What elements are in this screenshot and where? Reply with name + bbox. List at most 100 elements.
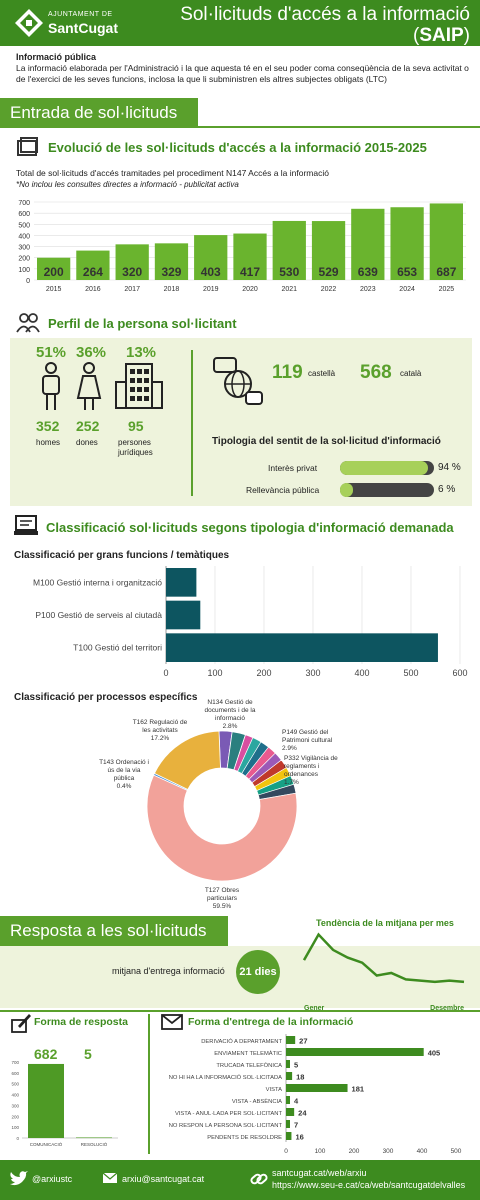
pie-label: reglaments i	[284, 763, 319, 770]
bottom-divider	[148, 1014, 150, 1154]
avg-label: mitjana d'entrega informació	[112, 966, 225, 976]
functions-bar-chart: 0 100 200 300 400 500 600 M100 Gestió interna i…	[33, 566, 468, 678]
pie-label: les activitats	[142, 727, 178, 734]
delivery-xtick: 400	[417, 1148, 428, 1155]
delivery-bar	[286, 1132, 292, 1140]
envelope-icon	[161, 1014, 183, 1030]
delivery-category-label: PENDENTS DE RESOLDRE	[207, 1135, 282, 1141]
delivery-xtick: 300	[383, 1148, 394, 1155]
form-ytick: 400	[11, 1093, 19, 1098]
evo-data-label: 687	[436, 265, 456, 279]
delivery-category-label: DERIVACIÓ A DEPARTAMENT	[201, 1038, 282, 1045]
delivery-bar	[286, 1072, 293, 1080]
delivery-data-label: 4	[294, 1097, 299, 1106]
pie-label: particulars	[207, 895, 238, 902]
pie-label: P332 Vigilància de	[284, 755, 338, 762]
mail-icon	[102, 1172, 118, 1183]
evo-bar	[76, 250, 110, 280]
func-category-label: P100 Gestió de serveis al ciutadà	[35, 610, 162, 620]
delivery-xtick: 500	[451, 1148, 462, 1155]
evo-xtick: 2020	[242, 286, 258, 293]
pie-value-label: 1.7%	[284, 779, 299, 786]
func-xtick: 0	[163, 668, 168, 678]
logo-icon	[15, 9, 43, 37]
section-band-entrada: Entrada de sol·licituds	[0, 98, 198, 128]
evo-ytick: 600	[18, 211, 30, 218]
delivery-xtick: 0	[284, 1148, 288, 1155]
lang-es-label: castellà	[308, 369, 336, 378]
evo-data-label: 264	[83, 265, 103, 279]
delivery-data-label: 24	[298, 1109, 307, 1118]
folder-icon	[17, 137, 38, 156]
delivery-category-label: VISTA - ABSÈNCIA	[232, 1098, 282, 1105]
count-men: 352	[36, 418, 60, 434]
pie-label: N134 Gestió de	[207, 699, 253, 706]
form-ytick: 100	[11, 1125, 19, 1130]
class-sub1: Classificació per grans funcions / temàt…	[14, 550, 230, 561]
label-men: homes	[36, 438, 61, 447]
evo-ytick: 0	[26, 278, 30, 285]
twitter-icon[interactable]	[8, 1170, 28, 1188]
delivery-title: Forma d'entrega de la informació	[188, 1016, 354, 1028]
delivery-bar	[286, 1036, 296, 1044]
evo-xtick: 2015	[46, 286, 62, 293]
func-bar	[166, 633, 438, 662]
language-globe-icon	[213, 357, 263, 405]
evo-xtick: 2017	[124, 286, 140, 293]
evo-bar	[37, 257, 71, 280]
evo-ytick: 500	[18, 222, 30, 229]
sense-value-1: 6 %	[438, 484, 456, 495]
func-xtick: 400	[354, 668, 369, 678]
form-ytick: 500	[11, 1082, 19, 1087]
form-xtick: COMUNICACIÓ	[30, 1141, 63, 1147]
pct-men: 51%	[36, 344, 67, 361]
footer-url1[interactable]: santcugat.cat/web/arxiu	[272, 1168, 367, 1178]
evo-data-label: 530	[279, 265, 299, 279]
form-ytick: 200	[11, 1114, 19, 1119]
footer-email[interactable]: arxiu@santcugat.cat	[122, 1174, 205, 1184]
man-icon	[42, 362, 60, 410]
class-title: Classificació sol·licituds segons tipolo…	[46, 520, 454, 535]
trend-title: Tendència de la mitjana per mes	[316, 918, 454, 928]
evo-ytick: 200	[18, 256, 30, 263]
intro-text: La informació elaborada per l'Administra…	[16, 63, 469, 84]
evo-data-label: 529	[319, 265, 339, 279]
evo-data-label: 403	[201, 265, 221, 279]
form-count-2: 5	[84, 1046, 92, 1062]
delivery-category-label: TRUCADA TELEFÒNICA	[216, 1062, 282, 1069]
evo-xtick: 2016	[85, 286, 101, 293]
func-category-label: T100 Gestió del territori	[73, 643, 162, 653]
footer-twitter[interactable]: @arxiustc	[32, 1174, 73, 1184]
sense-title: Tipologia del sentit de la sol·licitud d…	[212, 436, 441, 447]
pie-label: documents i de la	[205, 707, 256, 714]
profile-divider	[191, 350, 193, 496]
delivery-category-label: VISTA	[266, 1087, 282, 1093]
sense-track-1	[340, 483, 434, 497]
lang-ca-count: 568	[360, 362, 392, 383]
func-xtick: 100	[207, 668, 222, 678]
response-form-chart: 0 100 200 300 400 500 600 700 COMUNICACIÓ RESOLUC…	[11, 1060, 118, 1147]
footer-bar	[0, 1160, 480, 1200]
evo-xtick: 2022	[321, 286, 337, 293]
evo-xtick: 2023	[360, 286, 376, 293]
delivery-xtick: 100	[315, 1148, 326, 1155]
intro-heading: Informació pública	[16, 52, 97, 62]
form-xtick: RESOLUCIÓ	[81, 1141, 108, 1147]
class-sub2: Classificació per processos específics	[14, 692, 198, 703]
evo-bar	[390, 207, 424, 280]
pie-label: ordenances	[284, 771, 319, 778]
evo-xtick: 2019	[203, 286, 219, 293]
delivery-bar	[286, 1048, 424, 1056]
evo-bar	[233, 233, 267, 280]
form-bar	[76, 1137, 112, 1139]
func-xtick: 300	[305, 668, 320, 678]
footer-url2[interactable]: https://www.seu-e.cat/ca/web/santcugatde…	[272, 1180, 466, 1190]
building-icon	[115, 363, 163, 409]
pie-label: P149 Gestió del	[282, 729, 329, 736]
evo-xtick: 2025	[439, 286, 455, 293]
pie-value-label: 2.8%	[223, 723, 238, 730]
avg-value-badge: 21 dies	[236, 950, 280, 994]
evolution-note2: *No inclou les consultes directes a info…	[16, 180, 239, 189]
evo-data-label: 639	[358, 265, 378, 279]
evo-bar	[115, 244, 149, 280]
